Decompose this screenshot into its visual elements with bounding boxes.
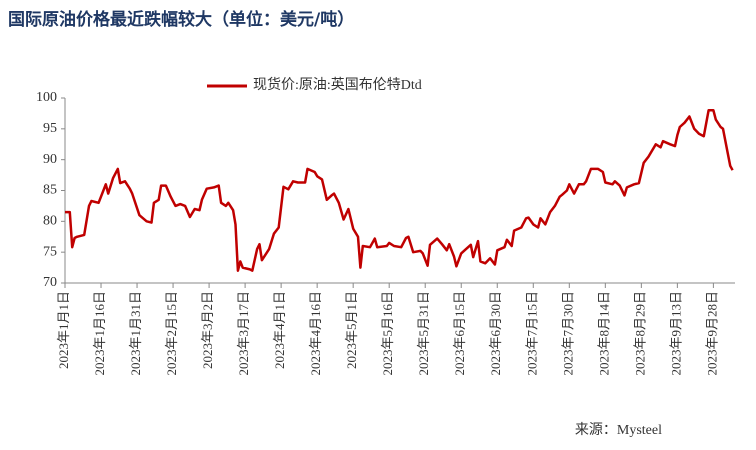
legend-label: 现货价:原油:英国布伦特Dtd — [253, 76, 422, 93]
x-tick-label: 2023年5月16日 — [380, 291, 395, 376]
x-tick-label: 2023年4月1日 — [272, 291, 287, 369]
x-tick-label: 2023年7月30日 — [560, 291, 575, 376]
y-tick-label: 70 — [43, 275, 57, 290]
y-tick-label: 85 — [43, 183, 57, 198]
x-tick-label: 2023年5月31日 — [416, 291, 431, 376]
price-line — [65, 109, 734, 272]
x-tick-label: 2023年9月28日 — [704, 291, 719, 376]
x-tick-label: 2023年3月17日 — [236, 291, 251, 376]
x-tick-label: 2023年1月16日 — [92, 291, 107, 376]
x-tick-label: 2023年4月16日 — [308, 291, 323, 376]
x-tick-label: 2023年6月30日 — [488, 291, 503, 376]
y-tick-label: 90 — [43, 152, 57, 167]
x-tick-label: 2023年7月15日 — [524, 291, 539, 376]
x-tick-label: 2023年6月15日 — [452, 291, 467, 376]
x-tick-label: 2023年1月31日 — [128, 291, 143, 376]
x-tick-label: 2023年1月1日 — [56, 291, 71, 369]
x-tick-label: 2023年5月1日 — [344, 291, 359, 369]
x-tick-label: 2023年9月13日 — [668, 291, 683, 376]
source-note: 来源：Mysteel — [575, 422, 662, 438]
x-tick-label: 2023年3月2日 — [200, 291, 215, 369]
y-tick-label: 75 — [43, 244, 57, 259]
x-tick-label: 2023年2月15日 — [164, 291, 179, 376]
y-tick-label: 95 — [43, 121, 57, 136]
x-tick-label: 2023年8月29日 — [632, 291, 647, 376]
y-tick-label: 80 — [43, 214, 57, 229]
y-tick-label: 100 — [36, 90, 57, 105]
chart-title: 国际原油价格最近跌幅较大（单位：美元/吨） — [8, 9, 354, 30]
x-tick-label: 2023年8月14日 — [596, 291, 611, 376]
